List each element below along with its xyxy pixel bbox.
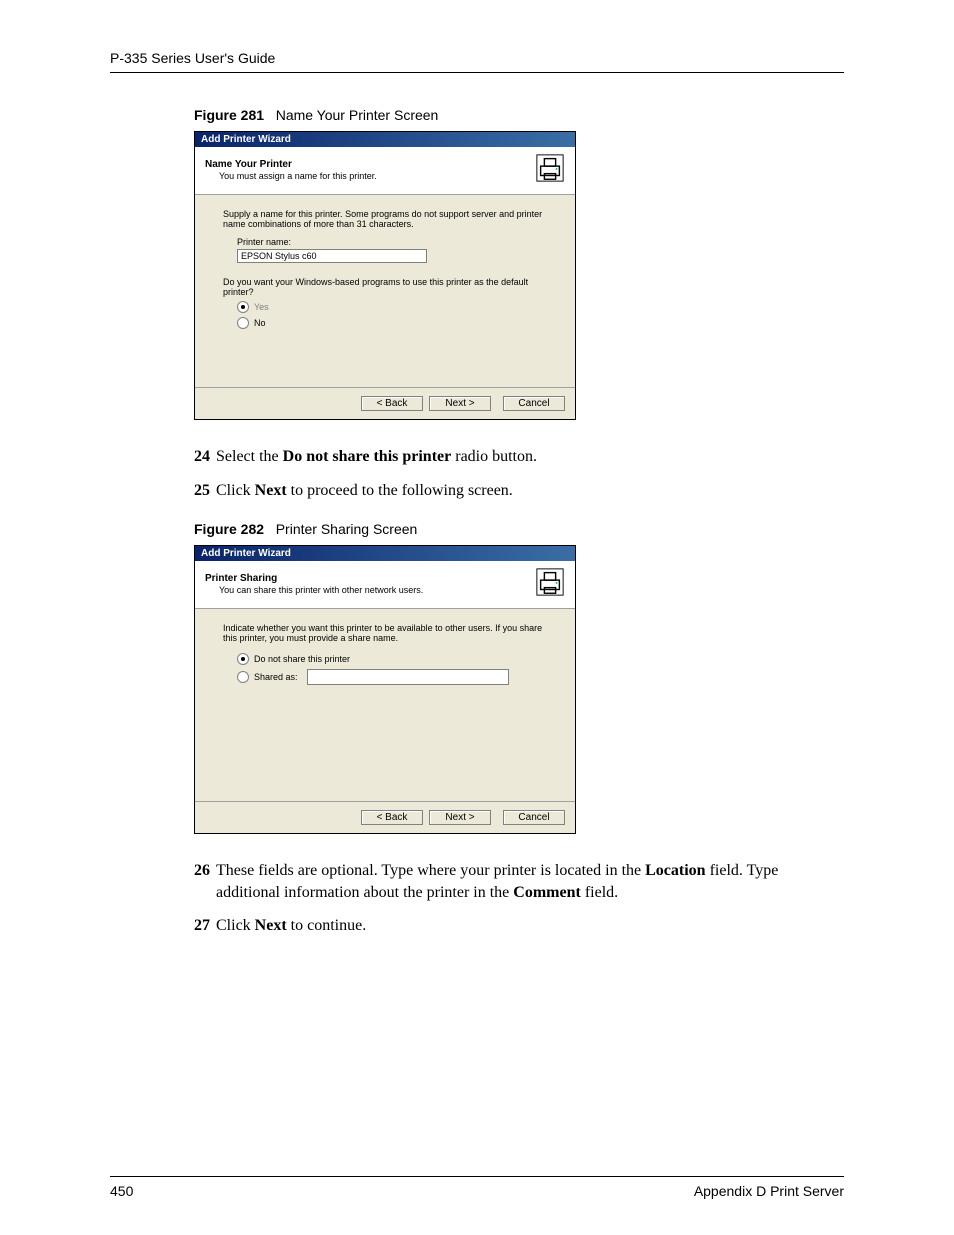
content-column: Figure 281 Name Your Printer Screen Add … <box>194 107 844 937</box>
step-fragment: Click <box>216 917 255 934</box>
instruction-text: Indicate whether you want this printer t… <box>223 623 547 643</box>
step-text: Click Next to proceed to the following s… <box>216 480 844 502</box>
figure-282-caption: Figure 282 Printer Sharing Screen <box>194 521 844 537</box>
step-fragment: These fields are optional. Type where yo… <box>216 862 645 879</box>
back-button[interactable]: < Back <box>361 396 423 411</box>
step-number: 27 <box>194 915 216 937</box>
figure-282-number: Figure 282 <box>194 521 264 537</box>
step-bold: Comment <box>513 884 581 901</box>
printer-name-label: Printer name: <box>237 237 547 247</box>
wizard-header: Name Your Printer You must assign a name… <box>195 147 575 195</box>
add-printer-wizard-name: Add Printer Wizard Name Your Printer You… <box>194 131 576 420</box>
wizard-body: Supply a name for this printer. Some pro… <box>195 195 575 387</box>
share-name-input[interactable] <box>307 669 509 685</box>
radio-yes[interactable]: Yes <box>237 301 547 313</box>
step-number: 25 <box>194 480 216 502</box>
wizard-titlebar: Add Printer Wizard <box>195 546 575 561</box>
next-button[interactable]: Next > <box>429 396 491 411</box>
cancel-button[interactable]: Cancel <box>503 810 565 825</box>
wizard-header-text: Printer Sharing You can share this print… <box>205 573 423 595</box>
radio-yes-label: Yes <box>254 302 269 312</box>
figure-281-title: Name Your Printer Screen <box>276 107 439 123</box>
wizard-header-text: Name Your Printer You must assign a name… <box>205 159 377 181</box>
wizard-subheading: You must assign a name for this printer. <box>219 171 377 181</box>
step-text: Select the Do not share this printer rad… <box>216 446 844 468</box>
cancel-button[interactable]: Cancel <box>503 396 565 411</box>
page-number: 450 <box>110 1183 133 1199</box>
printer-icon <box>535 567 565 600</box>
step-fragment: field. <box>581 884 618 901</box>
step-text: Click Next to continue. <box>216 915 844 937</box>
step-number: 26 <box>194 860 216 903</box>
step-fragment: radio button. <box>451 448 537 465</box>
step-bold: Next <box>255 917 287 934</box>
step-fragment: Select the <box>216 448 283 465</box>
add-printer-wizard-sharing: Add Printer Wizard Printer Sharing You c… <box>194 545 576 834</box>
radio-shared-as[interactable]: Shared as: <box>237 669 547 685</box>
radio-dot-icon <box>237 653 249 665</box>
printer-name-input[interactable] <box>237 249 427 263</box>
step-27: 27 Click Next to continue. <box>194 915 844 937</box>
radio-dot-icon <box>237 317 249 329</box>
wizard-footer: < Back Next > Cancel <box>195 387 575 419</box>
printer-icon <box>535 153 565 186</box>
step-bold: Location <box>645 862 705 879</box>
wizard-heading: Name Your Printer <box>205 159 377 170</box>
figure-281-caption: Figure 281 Name Your Printer Screen <box>194 107 844 123</box>
wizard-footer: < Back Next > Cancel <box>195 801 575 833</box>
instruction-text: Supply a name for this printer. Some pro… <box>223 209 547 229</box>
radio-noshare-label: Do not share this printer <box>254 654 350 664</box>
wizard-subheading: You can share this printer with other ne… <box>219 585 423 595</box>
step-fragment: to proceed to the following screen. <box>287 482 513 499</box>
step-25: 25 Click Next to proceed to the followin… <box>194 480 844 502</box>
radio-do-not-share[interactable]: Do not share this printer <box>237 653 547 665</box>
default-printer-question: Do you want your Windows-based programs … <box>223 277 547 297</box>
wizard-titlebar: Add Printer Wizard <box>195 132 575 147</box>
wizard-header: Printer Sharing You can share this print… <box>195 561 575 609</box>
document-page: P-335 Series User's Guide Figure 281 Nam… <box>0 0 954 1235</box>
step-fragment: Click <box>216 482 255 499</box>
next-button[interactable]: Next > <box>429 810 491 825</box>
radio-dot-icon <box>237 671 249 683</box>
page-footer: 450 Appendix D Print Server <box>110 1176 844 1199</box>
step-number: 24 <box>194 446 216 468</box>
step-bold: Next <box>255 482 287 499</box>
footer-section: Appendix D Print Server <box>694 1183 844 1199</box>
step-text: These fields are optional. Type where yo… <box>216 860 844 903</box>
figure-281-number: Figure 281 <box>194 107 264 123</box>
radio-no[interactable]: No <box>237 317 547 329</box>
wizard-heading: Printer Sharing <box>205 573 423 584</box>
wizard-body: Indicate whether you want this printer t… <box>195 609 575 801</box>
radio-no-label: No <box>254 318 266 328</box>
step-bold: Do not share this printer <box>283 448 452 465</box>
step-24: 24 Select the Do not share this printer … <box>194 446 844 468</box>
page-header: P-335 Series User's Guide <box>110 50 844 73</box>
figure-282-title: Printer Sharing Screen <box>276 521 418 537</box>
radio-shared-label: Shared as: <box>254 672 298 682</box>
step-fragment: to continue. <box>287 917 367 934</box>
radio-dot-icon <box>237 301 249 313</box>
step-26: 26 These fields are optional. Type where… <box>194 860 844 903</box>
back-button[interactable]: < Back <box>361 810 423 825</box>
